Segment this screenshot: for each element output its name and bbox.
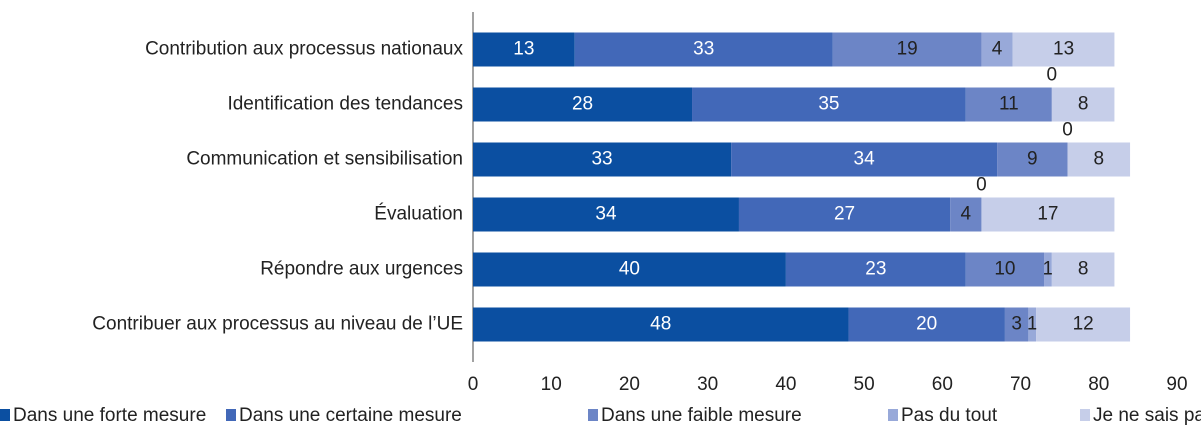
- data-label: 8: [1093, 149, 1104, 170]
- data-label: 40: [619, 259, 640, 280]
- bar-segment: [473, 142, 732, 177]
- legend-swatch: [888, 409, 898, 421]
- legend-label: Je ne sais pas: [1093, 405, 1201, 426]
- bar-segment: [1051, 252, 1115, 287]
- x-tick-label: 0: [468, 374, 479, 395]
- bar-segment: [1004, 307, 1029, 342]
- data-label: 13: [513, 39, 534, 60]
- legend-label: Dans une certaine mesure: [239, 405, 462, 426]
- data-label: 48: [650, 314, 671, 335]
- data-label: 27: [834, 204, 855, 225]
- y-tick-label: Contribuer aux processus au niveau de l’…: [92, 314, 463, 335]
- data-label: 1: [1043, 259, 1054, 280]
- data-label: 8: [1078, 94, 1089, 115]
- data-label: 12: [1073, 314, 1094, 335]
- data-label: 4: [961, 204, 972, 225]
- data-label: 10: [994, 259, 1015, 280]
- x-tick-label: 70: [1010, 374, 1031, 395]
- legend-swatch: [226, 409, 236, 421]
- bar-segment: [473, 307, 849, 342]
- y-tick-label: Identification des tendances: [227, 94, 463, 115]
- data-label: 4: [992, 39, 1003, 60]
- data-label: 33: [591, 149, 612, 170]
- bar-segment: [738, 197, 951, 232]
- bar-segment: [1012, 32, 1115, 67]
- x-tick-label: 50: [854, 374, 875, 395]
- bar-segment: [965, 252, 1045, 287]
- legend-label: Pas du tout: [901, 405, 998, 426]
- bar-segment: [473, 87, 693, 122]
- legend-label: Dans une forte mesure: [13, 405, 206, 426]
- data-label: 1: [1027, 314, 1038, 335]
- bar-segment: [692, 87, 966, 122]
- bar-segment: [950, 197, 982, 232]
- bar-segment: [848, 307, 1005, 342]
- data-label: 13: [1053, 39, 1074, 60]
- data-label: 11: [999, 94, 1019, 115]
- legend-swatch: [0, 409, 10, 421]
- data-label: 34: [595, 204, 617, 225]
- data-label: 35: [818, 94, 839, 115]
- bar-segment: [785, 252, 966, 287]
- data-label: 9: [1027, 149, 1038, 170]
- bar-segment: [981, 32, 1013, 67]
- data-label: 0: [1047, 65, 1058, 86]
- bar-segment: [997, 142, 1068, 177]
- x-tick-label: 10: [541, 374, 562, 395]
- bar-segment: [574, 32, 833, 67]
- bar-segment: [731, 142, 998, 177]
- data-label: 20: [916, 314, 937, 335]
- legend-swatch: [1080, 409, 1090, 421]
- x-tick-label: 80: [1088, 374, 1109, 395]
- bar-segment: [1044, 252, 1052, 287]
- bar-segment: [1067, 142, 1131, 177]
- x-tick-label: 30: [697, 374, 718, 395]
- y-tick-label: Communication et sensibilisation: [186, 149, 463, 170]
- data-label: 28: [572, 94, 593, 115]
- x-tick-label: 40: [775, 374, 796, 395]
- data-label: 34: [854, 149, 876, 170]
- bar-segment: [1028, 307, 1037, 342]
- legend-swatch: [588, 409, 598, 421]
- x-tick-label: 60: [932, 374, 953, 395]
- data-label: 17: [1037, 204, 1058, 225]
- bar-segment: [981, 197, 1115, 232]
- legend-label: Dans une faible mesure: [601, 405, 802, 426]
- data-label: 23: [865, 259, 886, 280]
- data-label: 0: [1062, 120, 1073, 141]
- data-label: 8: [1078, 259, 1089, 280]
- data-label: 0: [976, 175, 987, 196]
- bar-segment: [473, 252, 786, 287]
- bar-segment: [473, 197, 739, 232]
- y-tick-label: Évaluation: [374, 204, 463, 225]
- data-label: 19: [897, 39, 918, 60]
- x-tick-label: 90: [1166, 374, 1187, 395]
- bar-segment: [965, 87, 1052, 122]
- bar-segment: [1036, 307, 1131, 342]
- data-label: 33: [693, 39, 714, 60]
- bar-segment: [1051, 87, 1115, 122]
- y-tick-label: Répondre aux urgences: [260, 259, 463, 280]
- data-label: 3: [1011, 314, 1022, 335]
- y-tick-label: Contribution aux processus nationaux: [145, 39, 463, 60]
- x-tick-label: 20: [619, 374, 640, 395]
- bar-segment: [473, 32, 575, 67]
- bar-segment: [832, 32, 982, 67]
